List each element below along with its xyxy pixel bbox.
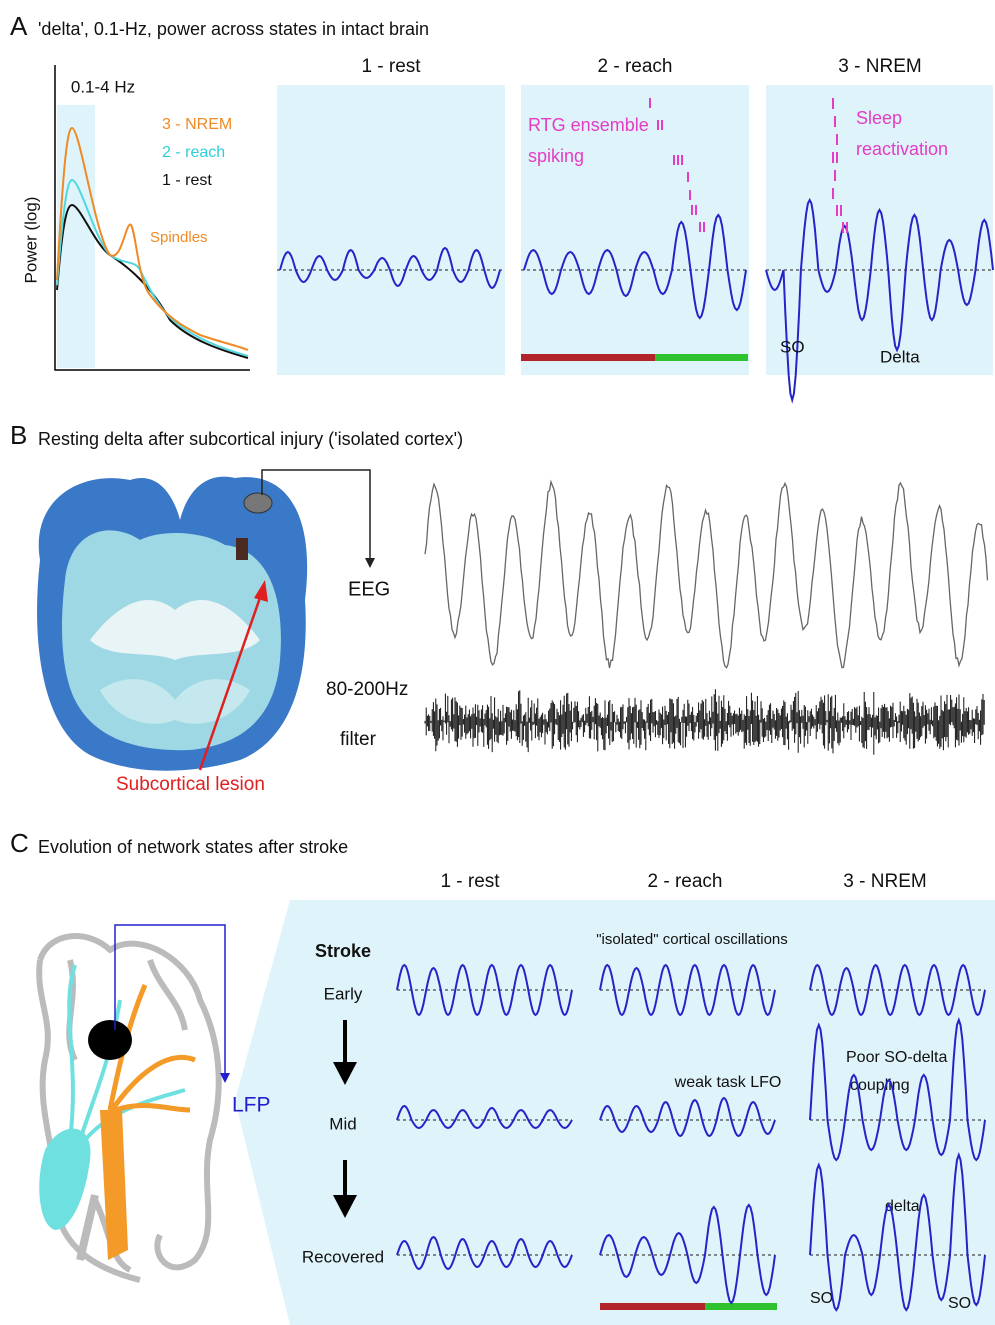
row-label: Mid — [329, 1114, 356, 1133]
filter-label: filter — [340, 729, 377, 750]
legend-entry: 1 - rest — [162, 172, 212, 189]
filtered-trace — [425, 689, 984, 755]
state-title: 2 - reach — [598, 56, 673, 77]
panel-title: Resting delta after subcortical injury (… — [38, 429, 463, 449]
orange-tract-main — [100, 1110, 128, 1260]
rtg-label: RTG ensemble — [528, 115, 649, 135]
legend-entry: 2 - reach — [162, 144, 225, 161]
so-label: SO — [780, 337, 805, 356]
row-label: Recovered — [302, 1247, 384, 1266]
page: {"panel_a": {"label": "A", "title": "'de… — [0, 0, 995, 1325]
so-label: SO — [948, 1295, 971, 1312]
isolated-label: "isolated" cortical oscillations — [596, 931, 788, 948]
panel-label: C — [10, 828, 29, 858]
y-axis-label: Power (log) — [21, 197, 40, 284]
reach-bar-green-c — [705, 1303, 777, 1310]
row-label: Early — [324, 984, 363, 1003]
state-title: 1 - rest — [440, 871, 500, 892]
state-title: 3 - NREM — [838, 56, 921, 77]
delta-label: Delta — [880, 347, 920, 366]
lfp-label: LFP — [232, 1094, 271, 1117]
spindles-label: Spindles — [150, 229, 208, 246]
stroke-lesion — [88, 1020, 132, 1060]
sleep-label: reactivation — [856, 139, 948, 159]
weak-label: weak task LFO — [674, 1074, 782, 1091]
electrode — [244, 493, 272, 513]
sleep-label: Sleep — [856, 108, 902, 128]
reach-bar-green — [655, 354, 748, 361]
panel-label: A — [10, 11, 28, 41]
state-title: 2 - reach — [648, 871, 723, 892]
state-title: 3 - NREM — [843, 871, 926, 892]
nrem-box — [766, 85, 993, 375]
stroke-label: Stroke — [315, 941, 371, 961]
lesion-label: Subcortical lesion — [116, 774, 265, 795]
rtg-label: spiking — [528, 146, 584, 166]
state-title: 1 - rest — [361, 56, 421, 77]
panel-label: B — [10, 420, 27, 450]
brain-section — [37, 477, 307, 771]
eeg-trace — [425, 482, 988, 668]
figure: A 'delta', 0.1-Hz, power across states in… — [0, 0, 995, 1325]
reach-bar-red — [521, 354, 655, 361]
panel-title: Evolution of network states after stroke — [38, 837, 348, 857]
poor-label: Poor SO-delta — [846, 1049, 947, 1066]
band-label: 0.1-4 Hz — [71, 77, 135, 96]
reach-bar-red-c — [600, 1303, 705, 1310]
tract-gray — [80, 1195, 95, 1260]
so-label: SO — [810, 1290, 833, 1307]
eeg-arrow — [365, 558, 375, 568]
eeg-label: EEG — [348, 578, 390, 600]
panel-title: 'delta', 0.1-Hz, power across states in … — [38, 19, 429, 39]
legend-entry: 3 - NREM — [162, 116, 232, 133]
filter-label: 80-200Hz — [326, 679, 408, 700]
rest-box — [277, 85, 505, 375]
